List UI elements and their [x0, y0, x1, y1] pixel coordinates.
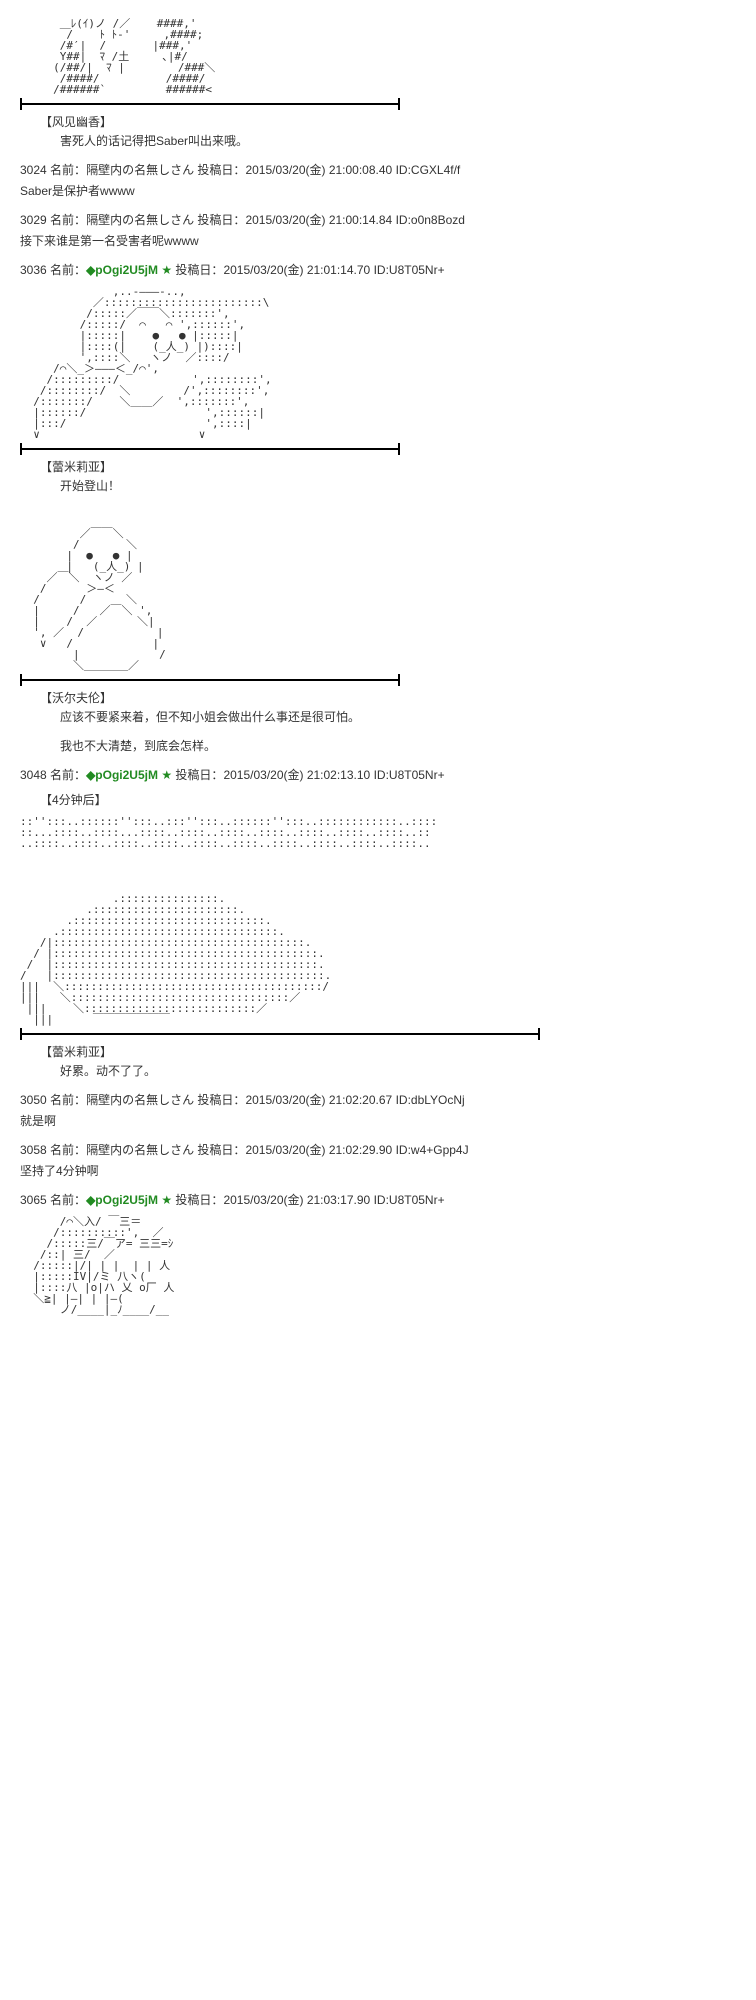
post-id: ID:U8T05Nr+	[374, 1193, 445, 1207]
post-header: 3024 名前：隔壁内の名無しさん 投稿日：2015/03/20(金) 21:0…	[20, 161, 736, 178]
name-label: 名前：	[50, 1143, 86, 1157]
post-number: 3036	[20, 263, 47, 277]
dialogue-text: 开始登山！	[60, 477, 736, 494]
tripcode: ◆pOgi2U5jM	[86, 768, 158, 782]
time-label: 【4分钟后】	[40, 791, 736, 808]
post-header: 3036 名前：◆pOgi2U5jM ★ 投稿日：2015/03/20(金) 2…	[20, 261, 736, 278]
post-id: ID:dbLYOcNj	[396, 1093, 465, 1107]
name-label: 名前：	[50, 163, 86, 177]
post-header: 3029 名前：隔壁内の名無しさん 投稿日：2015/03/20(金) 21:0…	[20, 211, 736, 228]
post-header: 3048 名前：◆pOgi2U5jM ★ 投稿日：2015/03/20(金) 2…	[20, 766, 736, 783]
speaker-name: 【蕾米莉亚】	[40, 458, 736, 475]
post-id: ID:o0n8Bozd	[396, 213, 465, 227]
ascii-art-tired: .:::::::::::::::. .:::::::::::::::::::::…	[20, 893, 736, 1025]
dialogue-text: 好累。动不了了。	[60, 1062, 736, 1079]
divider	[20, 448, 400, 450]
date-label: 投稿日：	[175, 768, 223, 782]
post-id: ID:U8T05Nr+	[374, 768, 445, 782]
divider	[20, 103, 400, 105]
star-icon: ★	[161, 768, 172, 782]
post-datetime: 2015/03/20(金) 21:01:14.70	[223, 263, 370, 277]
post-body: Saber是保护者wwww	[20, 182, 736, 199]
ascii-art-top: ＿ﾚ(ｲ)ノ /／ ####,' / ﾄ ﾄ-' ,####; /#′| / |…	[20, 18, 736, 95]
post-datetime: 2015/03/20(金) 21:02:20.67	[245, 1093, 392, 1107]
post-number: 3024	[20, 163, 47, 177]
date-label: 投稿日：	[197, 213, 245, 227]
post-number: 3058	[20, 1143, 47, 1157]
post-id: ID:w4+Gpp4J	[396, 1143, 469, 1157]
post-header: 3050 名前：隔壁内の名無しさん 投稿日：2015/03/20(金) 21:0…	[20, 1091, 736, 1108]
ascii-art-remilia: ,..-―――-.., ／::::::::::::::::::::::::\ /…	[20, 286, 736, 440]
name-label: 名前：	[50, 1193, 86, 1207]
date-label: 投稿日：	[175, 1193, 223, 1207]
dialogue-text: 我也不大清楚，到底会怎样。	[60, 737, 736, 754]
speaker-name: 【沃尔夫伦】	[40, 689, 736, 706]
star-icon: ★	[161, 1193, 172, 1207]
date-label: 投稿日：	[197, 1093, 245, 1107]
name-label: 名前：	[50, 1093, 86, 1107]
poster-name: 隔壁内の名無しさん	[86, 213, 194, 227]
divider	[20, 679, 400, 681]
name-label: 名前：	[50, 263, 86, 277]
tripcode: ◆pOgi2U5jM	[86, 263, 158, 277]
forum-thread-container: ＿ﾚ(ｲ)ノ /／ ####,' / ﾄ ﾄ-' ,####; /#′| / |…	[0, 0, 756, 1333]
post-body: 坚持了4分钟啊	[20, 1162, 736, 1179]
ascii-art-wolf: ／￣￣＼ / ＼ | ● ● | | (_人_) | ／￣＼ ヽノ ／ / ＞―…	[20, 528, 736, 671]
post-number: 3065	[20, 1193, 47, 1207]
post-body: 接下来谁是第一名受害者呢wwww	[20, 232, 736, 249]
post-number: 3050	[20, 1093, 47, 1107]
post-datetime: 2015/03/20(金) 21:03:17.90	[223, 1193, 370, 1207]
tripcode: ◆pOgi2U5jM	[86, 1193, 158, 1207]
name-label: 名前：	[50, 768, 86, 782]
post-id: ID:U8T05Nr+	[374, 263, 445, 277]
post-id: ID:CGXL4f/f	[396, 163, 461, 177]
date-label: 投稿日：	[197, 163, 245, 177]
post-datetime: 2015/03/20(金) 21:00:14.84	[245, 213, 392, 227]
post-number: 3048	[20, 768, 47, 782]
post-datetime: 2015/03/20(金) 21:02:13.10	[223, 768, 370, 782]
post-header: 3058 名前：隔壁内の名無しさん 投稿日：2015/03/20(金) 21:0…	[20, 1141, 736, 1158]
post-header: 3065 名前：◆pOgi2U5jM ★ 投稿日：2015/03/20(金) 2…	[20, 1191, 736, 1208]
post-datetime: 2015/03/20(金) 21:00:08.40	[245, 163, 392, 177]
name-label: 名前：	[50, 213, 86, 227]
post-body: 就是啊	[20, 1112, 736, 1129]
poster-name: 隔壁内の名無しさん	[86, 1143, 194, 1157]
poster-name: 隔壁内の名無しさん	[86, 163, 194, 177]
date-label: 投稿日：	[175, 263, 223, 277]
poster-name: 隔壁内の名無しさん	[86, 1093, 194, 1107]
dialogue-text: 应该不要紧来着，但不知小姐会做出什么事还是很可怕。	[60, 708, 736, 725]
post-number: 3029	[20, 213, 47, 227]
post-datetime: 2015/03/20(金) 21:02:29.90	[245, 1143, 392, 1157]
ascii-art-mountains: ::'':::..::::::'':::..:::'':::..::::::''…	[20, 816, 736, 849]
date-label: 投稿日：	[197, 1143, 245, 1157]
star-icon: ★	[161, 263, 172, 277]
divider	[20, 1033, 540, 1035]
ascii-art-bottom: /⌒＼入/ ￣三＝ /::::::::::', ／ /:::::三/￣ア= 三三…	[20, 1216, 736, 1315]
dialogue-text: 害死人的话记得把Saber叫出来哦。	[60, 132, 736, 149]
speaker-name: 【风见幽香】	[40, 113, 736, 130]
speaker-name: 【蕾米莉亚】	[40, 1043, 736, 1060]
